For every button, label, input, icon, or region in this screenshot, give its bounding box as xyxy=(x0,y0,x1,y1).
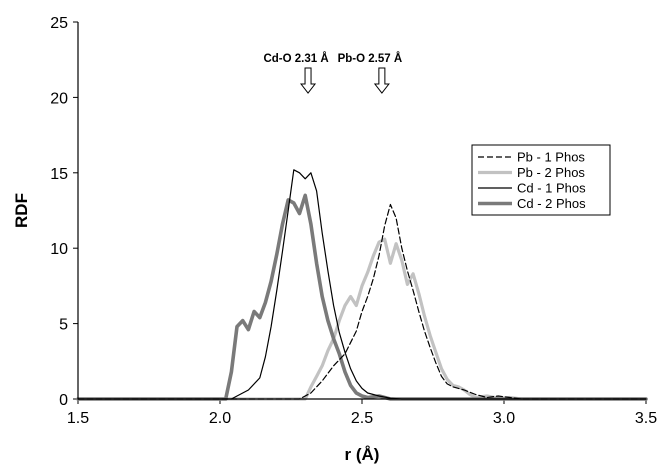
annotation-label: Cd-O 2.31 Å xyxy=(263,52,328,65)
y-tick-label: 20 xyxy=(50,90,68,107)
axis-ticks: 1.5 2.0 2.5 3.0 3.5 0 5 10 15 20 25 xyxy=(50,15,657,427)
annotation-label: Pb-O 2.57 Å xyxy=(338,52,403,65)
x-tick-label: 2.0 xyxy=(209,410,231,427)
series-lines xyxy=(76,169,648,401)
x-axis-title: r (Å) xyxy=(345,445,380,464)
legend-label: Pb - 2 Phos xyxy=(517,165,585,180)
legend-label: Pb - 1 Phos xyxy=(517,150,585,165)
x-tick-label: 3.5 xyxy=(635,410,657,427)
legend-label: Cd - 2 Phos xyxy=(517,196,586,211)
x-tick-label: 1.5 xyxy=(67,410,89,427)
series-line-pb-1-phos xyxy=(77,203,647,400)
x-tick-label: 2.5 xyxy=(351,410,373,427)
y-tick-label: 5 xyxy=(59,317,68,334)
series-line-cd-1-phos xyxy=(77,169,647,400)
y-tick-label: 25 xyxy=(50,15,68,32)
down-arrow-icon xyxy=(300,67,317,94)
peak-annotations: Cd-O 2.31 Å Pb-O 2.57 Å xyxy=(263,52,403,94)
legend-label: Cd - 1 Phos xyxy=(517,181,586,196)
series-line-cd-2-phos xyxy=(76,193,648,401)
y-tick-label: 10 xyxy=(50,241,68,258)
down-arrow-icon xyxy=(373,67,390,94)
series-line-pb-2-phos xyxy=(76,237,648,401)
y-tick-label: 15 xyxy=(50,166,68,183)
y-axis-title: RDF xyxy=(12,193,31,228)
y-tick-label: 0 xyxy=(59,392,68,409)
x-tick-label: 3.0 xyxy=(493,410,515,427)
